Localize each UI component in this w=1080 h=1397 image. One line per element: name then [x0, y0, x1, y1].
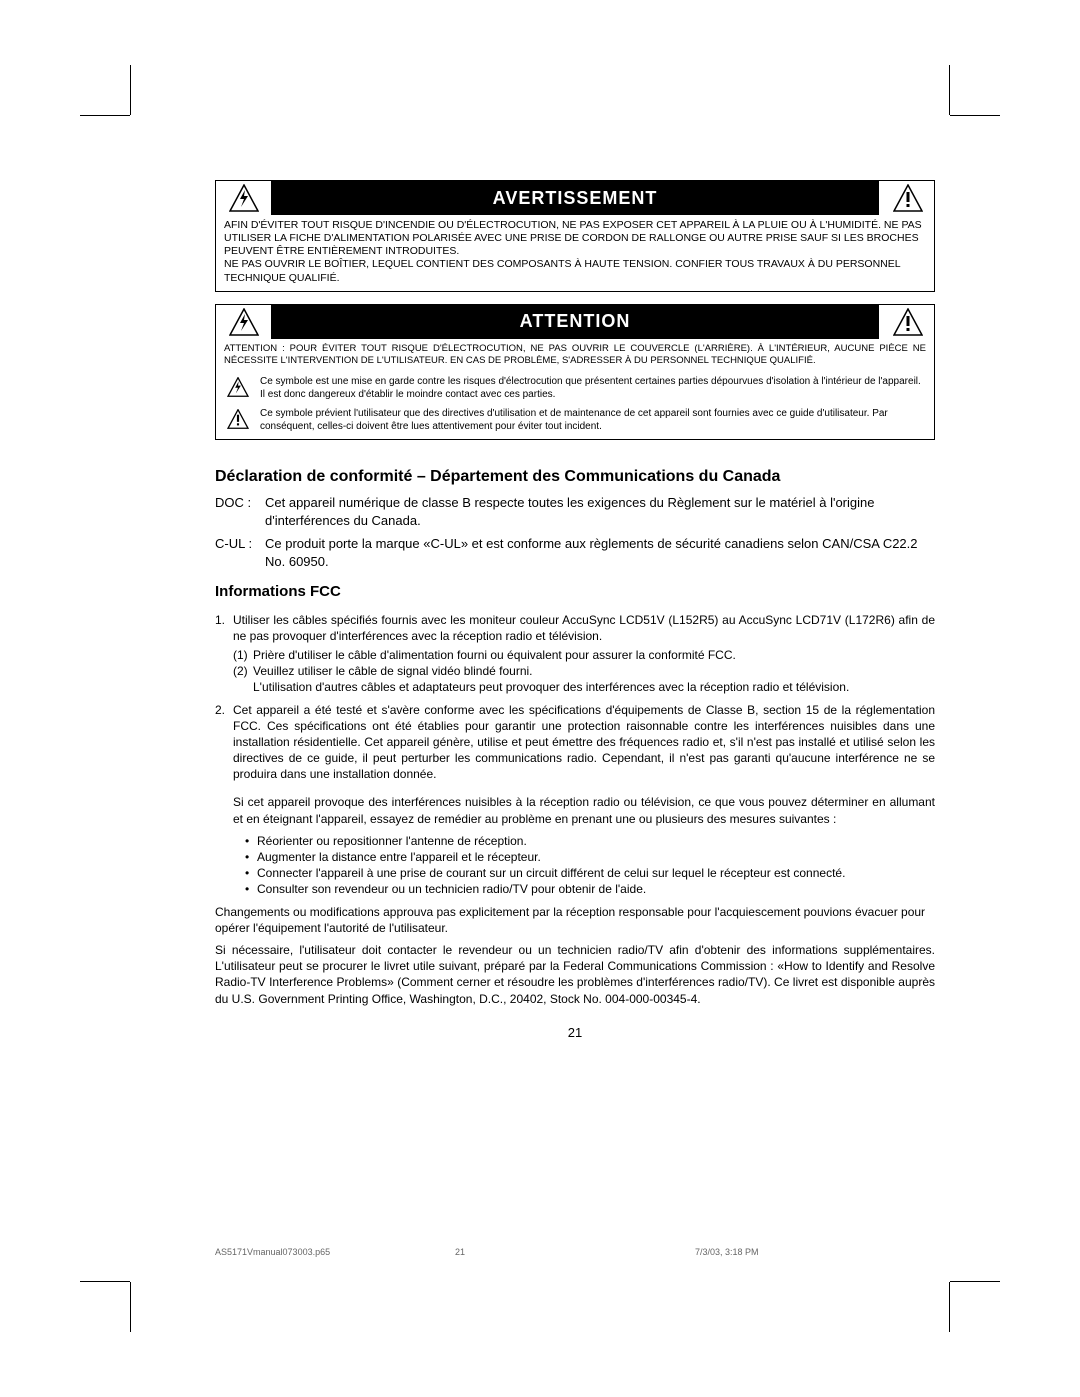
lightning-triangle-icon — [224, 375, 252, 397]
doc-def: Cet appareil numérique de classe B respe… — [265, 494, 935, 529]
symbol-note-2: Ce symbole prévient l'utilisateur que de… — [216, 404, 934, 439]
crop-mark — [130, 65, 131, 115]
symbol-note-1-text: Ce symbole est une mise en garde contre … — [260, 375, 926, 401]
doc-term: DOC : — [215, 494, 265, 529]
fcc-heading: Informations FCC — [215, 583, 935, 600]
bullet-item: Consulter son revendeur ou un technicien… — [245, 881, 935, 897]
fcc-sub-1: (1) Prière d'utiliser le câble d'alimenta… — [233, 647, 935, 663]
attention-box: ATTENTION ATTENTION : POUR ÉVITER TOUT R… — [215, 304, 935, 441]
fcc-list: 1. Utiliser les câbles spécifiés fournis… — [215, 612, 935, 783]
fcc-item-1: 1. Utiliser les câbles spécifiés fournis… — [215, 612, 935, 696]
symbol-note-1: Ce symbole est une mise en garde contre … — [216, 372, 934, 404]
footer: AS5171Vmanual073003.p65 21 7/3/03, 3:18 … — [215, 1247, 935, 1257]
page-content: AVERTISSEMENT AFIN D'ÉVITER TOUT RISQUE … — [215, 180, 935, 1040]
fcc-closing: Si nécessaire, l'utilisateur doit contac… — [215, 942, 935, 1007]
avertissement-title: AVERTISSEMENT — [271, 181, 879, 215]
crop-mark — [80, 115, 130, 116]
avertissement-body: AFIN D'ÉVITER TOUT RISQUE D'INCENDIE OU … — [216, 215, 934, 291]
fcc-sub-1-text: Prière d'utiliser le câble d'alimentatio… — [253, 648, 736, 662]
crop-mark — [80, 1281, 130, 1282]
attention-body: ATTENTION : POUR ÉVITER TOUT RISQUE D'ÉL… — [216, 339, 934, 373]
bullet-item: Augmenter la distance entre l'appareil e… — [245, 849, 935, 865]
avertissement-header: AVERTISSEMENT — [216, 181, 934, 215]
crop-mark — [130, 1282, 131, 1332]
cul-term: C-UL : — [215, 535, 265, 570]
fcc-bullets: Réorienter ou repositionner l'antenne de… — [233, 833, 935, 898]
fcc-sub-2: (2) Veuillez utiliser le câble de signal … — [233, 663, 935, 679]
crop-mark — [949, 65, 950, 115]
cul-def: Ce produit porte la marque «C-UL» et est… — [265, 535, 935, 570]
exclamation-triangle-icon — [224, 407, 252, 429]
attention-title: ATTENTION — [271, 305, 879, 339]
bullet-item: Connecter l'appareil à une prise de cour… — [245, 865, 935, 881]
exclamation-triangle-icon — [880, 184, 935, 212]
crop-mark — [949, 1282, 950, 1332]
list-number: 2. — [215, 702, 225, 718]
footer-file: AS5171Vmanual073003.p65 — [215, 1247, 455, 1257]
attention-header: ATTENTION — [216, 305, 934, 339]
fcc-para-2: Si cet appareil provoque des interférenc… — [233, 794, 935, 826]
lightning-triangle-icon — [216, 184, 271, 212]
cul-row: C-UL : Ce produit porte la marque «C-UL»… — [215, 535, 935, 570]
fcc-item-2-text: Cet appareil a été testé et s'avère conf… — [233, 703, 935, 782]
footer-page: 21 — [455, 1247, 535, 1257]
fcc-changes: Changements ou modifications approuva pa… — [215, 904, 935, 936]
fcc-sub-tail: L'utilisation d'autres câbles et adaptat… — [233, 679, 935, 695]
sub-number: (1) — [233, 647, 248, 663]
symbol-note-2-text: Ce symbole prévient l'utilisateur que de… — [260, 407, 926, 433]
lightning-triangle-icon — [216, 308, 271, 336]
footer-datetime: 7/3/03, 3:18 PM — [535, 1247, 935, 1257]
crop-mark — [950, 1281, 1000, 1282]
fcc-item-1-intro: Utiliser les câbles spécifiés fournis av… — [233, 613, 935, 643]
sub-number: (2) — [233, 663, 248, 679]
page-number: 21 — [215, 1025, 935, 1040]
list-number: 1. — [215, 612, 225, 628]
fcc-sub-2-text: Veuillez utiliser le câble de signal vid… — [253, 664, 533, 678]
fcc-item-2: 2. Cet appareil a été testé et s'avère c… — [215, 702, 935, 783]
doc-row: DOC : Cet appareil numérique de classe B… — [215, 494, 935, 529]
fcc-sublist: (1) Prière d'utiliser le câble d'alimenta… — [233, 647, 935, 696]
declaration-heading: Déclaration de conformité – Département … — [215, 468, 935, 486]
avertissement-box: AVERTISSEMENT AFIN D'ÉVITER TOUT RISQUE … — [215, 180, 935, 292]
exclamation-triangle-icon — [880, 308, 935, 336]
bullet-item: Réorienter ou repositionner l'antenne de… — [245, 833, 935, 849]
crop-mark — [950, 115, 1000, 116]
